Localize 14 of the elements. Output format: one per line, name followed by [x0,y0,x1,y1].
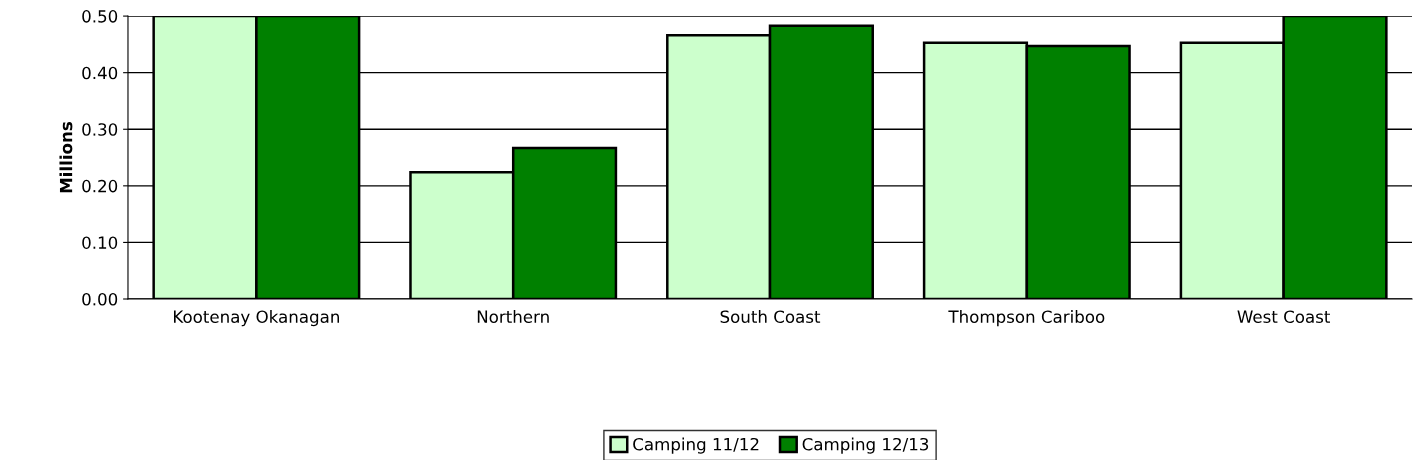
y-axis-title: Millions [59,122,73,193]
y-tick-label: 0.30 [82,123,118,136]
legend-label: Camping 11/12 [633,437,759,454]
x-tick-label: Northern [477,310,549,324]
y-tick-label: 0.40 [82,66,118,80]
y-tick-label: 0.50 [82,10,118,23]
x-tick-label: West Coast [1237,310,1331,324]
legend-label: Camping 12/13 [802,437,929,454]
y-tick-label: 0.20 [82,179,118,193]
y-tick-label: 0.00 [82,292,118,306]
x-tick-label: Kootenay Okanagan [174,310,339,327]
x-tick-label: South Coast [720,310,821,324]
y-tick-label: 0.10 [82,236,118,249]
x-tick-label: Thompson Cariboo [948,310,1105,327]
